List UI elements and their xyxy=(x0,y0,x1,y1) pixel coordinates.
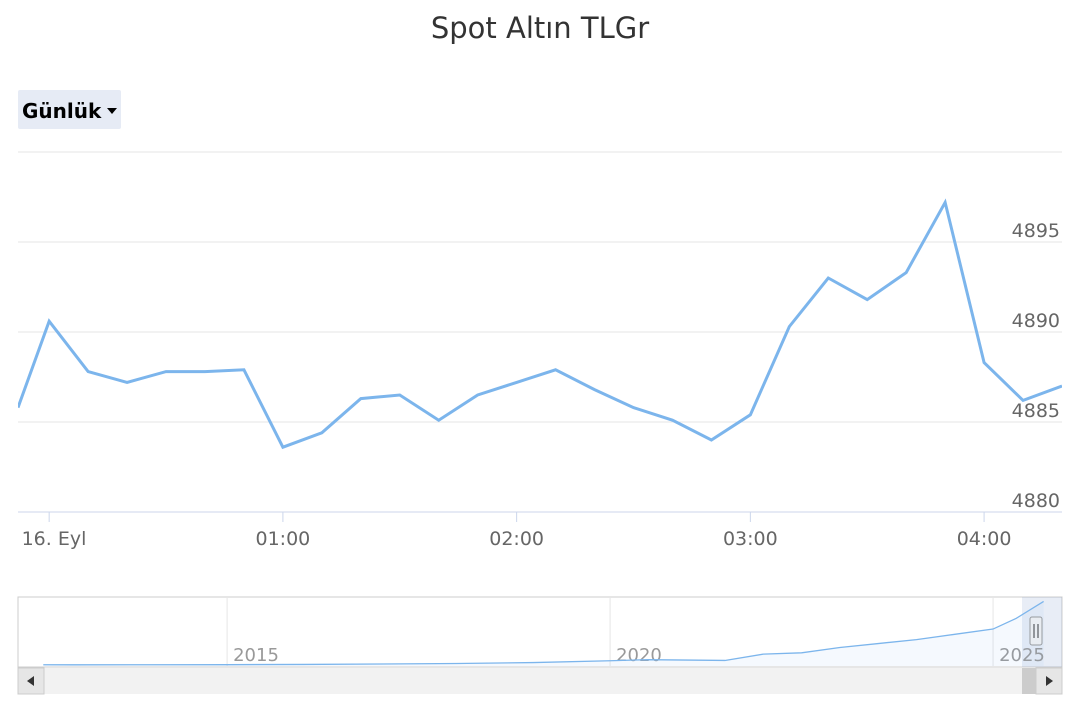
range-selector[interactable]: Günlük xyxy=(18,90,121,129)
range-label[interactable]: Günlük xyxy=(22,99,102,123)
y-tick-label: 4890 xyxy=(1012,310,1060,332)
y-tick-label: 4885 xyxy=(1012,400,1060,422)
x-tick-label: 02:00 xyxy=(489,528,544,550)
navigator-handle[interactable] xyxy=(1029,616,1043,646)
left-arrow xyxy=(27,676,34,686)
scrollbar-track[interactable] xyxy=(18,668,1062,694)
navigator-area xyxy=(43,601,1044,666)
scrollbar-thumb[interactable] xyxy=(1022,668,1036,694)
range-button[interactable] xyxy=(18,90,121,129)
navigator-tick-label: 2025 xyxy=(999,645,1045,666)
navigator-line xyxy=(43,600,1044,666)
x-tick-label: 03:00 xyxy=(723,528,778,550)
x-tick-label: 04:00 xyxy=(957,528,1012,550)
y-tick-label: 4880 xyxy=(1012,490,1060,512)
right-arrow xyxy=(1046,676,1053,686)
dropdown-arrow[interactable] xyxy=(107,108,117,114)
navigator-frame xyxy=(17,596,1063,668)
x-tick-label: 01:00 xyxy=(256,528,311,550)
price-line xyxy=(18,198,1062,450)
x-tick-label: 16. Eyl xyxy=(22,528,87,550)
y-tick-label: 4895 xyxy=(1012,220,1060,242)
navigator-tick-label: 2015 xyxy=(233,645,279,666)
chart-title: Spot Altın TLGr xyxy=(431,11,649,45)
